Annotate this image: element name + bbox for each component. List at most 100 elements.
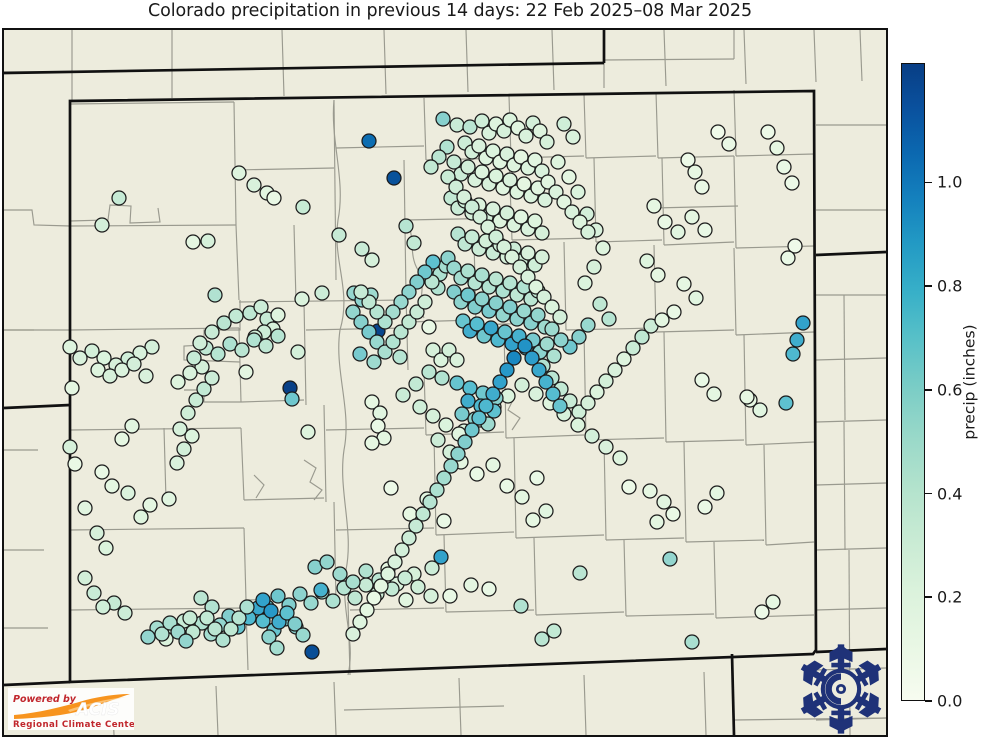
page-title: Colorado precipitation in previous 14 da…	[147, 1, 752, 21]
precip-station-marker	[454, 406, 470, 422]
precip-station-marker	[253, 299, 269, 315]
precip-station-marker	[654, 312, 670, 328]
precip-station-marker	[684, 634, 700, 650]
precip-station-marker	[448, 179, 464, 195]
precip-station-marker	[584, 428, 600, 444]
precip-station-marker	[117, 605, 133, 621]
precip-station-marker	[485, 457, 501, 473]
precip-station-marker	[398, 218, 414, 234]
precip-station-marker	[401, 284, 417, 300]
precip-station-marker	[471, 138, 487, 154]
precip-station-marker	[464, 229, 480, 245]
precip-station-marker	[538, 503, 554, 519]
precip-station-marker	[662, 551, 678, 567]
precip-station-marker	[270, 307, 286, 323]
precip-station-marker	[204, 370, 220, 386]
colorbar-tick-label: 0.0	[937, 691, 963, 711]
acis-logo-svg: Powered by ACIS Regional Climate Centers	[8, 688, 134, 730]
map-canvas[interactable]	[2, 28, 888, 737]
colorbar-tick-label: 1.0	[937, 172, 963, 192]
precip-station-marker	[506, 350, 522, 366]
precip-station-marker	[462, 380, 478, 396]
precip-station-marker	[192, 335, 208, 351]
precip-station-marker	[386, 170, 402, 186]
precip-station-marker	[255, 592, 271, 608]
precip-station-marker	[77, 500, 93, 516]
precip-station-marker	[529, 470, 545, 486]
precip-station-marker	[120, 485, 136, 501]
precip-station-marker	[102, 368, 118, 384]
precip-station-marker	[534, 225, 550, 241]
precip-station-marker	[565, 129, 581, 145]
precip-station-marker	[377, 344, 393, 360]
precip-station-marker	[436, 470, 452, 486]
precip-station-marker	[234, 342, 250, 358]
precip-station-marker	[556, 194, 572, 210]
precip-station-marker	[592, 296, 608, 312]
precip-station-marker	[464, 422, 480, 438]
precip-station-marker	[295, 627, 311, 643]
precip-station-marker	[530, 307, 546, 323]
precip-station-marker	[778, 395, 794, 411]
precip-station-marker	[572, 565, 588, 581]
precip-station-marker	[516, 176, 532, 192]
precip-station-marker	[361, 294, 377, 310]
precip-station-marker	[361, 133, 377, 149]
precip-station-marker	[353, 284, 369, 300]
precip-station-marker	[169, 455, 185, 471]
precip-station-marker	[392, 349, 408, 365]
precip-station-marker	[423, 588, 439, 604]
precip-station-marker	[684, 209, 700, 225]
precip-station-marker	[485, 386, 501, 402]
precip-station-marker	[780, 250, 796, 266]
precip-station-marker	[795, 315, 811, 331]
precip-station-marker	[207, 621, 223, 637]
precip-station-marker	[352, 346, 368, 362]
precip-station-marker	[514, 377, 530, 393]
acis-logo[interactable]: Powered by ACIS Regional Climate Centers	[8, 688, 134, 730]
precip-station-marker	[721, 136, 737, 152]
precip-station-marker	[377, 314, 393, 330]
precip-station-marker	[496, 239, 512, 255]
precip-station-marker	[380, 566, 396, 582]
precip-station-marker	[223, 621, 239, 637]
precip-station-marker	[539, 336, 555, 352]
precip-station-marker	[550, 154, 566, 170]
precip-station-marker	[417, 294, 433, 310]
precip-station-marker	[665, 506, 681, 522]
precip-station-marker	[210, 346, 226, 362]
precip-station-marker	[395, 387, 411, 403]
precip-station-marker	[429, 482, 445, 498]
precip-station-marker	[760, 124, 776, 140]
precip-station-marker	[415, 506, 431, 522]
precip-station-marker	[789, 332, 805, 348]
precip-station-marker	[170, 374, 186, 390]
precip-station-marker	[499, 205, 515, 221]
precip-station-marker	[540, 174, 556, 190]
precip-station-marker	[580, 395, 596, 411]
colorbar-axis-label-text: precip (inches)	[961, 324, 979, 440]
precip-station-marker	[261, 629, 277, 645]
precip-station-marker	[186, 350, 202, 366]
precip-station-marker	[534, 249, 550, 265]
precip-station-marker	[561, 169, 577, 185]
precip-station-marker	[347, 590, 363, 606]
precip-station-marker	[172, 421, 188, 437]
precip-station-marker	[710, 124, 726, 140]
precip-station-marker	[425, 254, 441, 270]
precip-station-marker	[246, 332, 262, 348]
precip-station-marker	[474, 291, 490, 307]
precip-station-marker	[538, 374, 554, 390]
precip-station-marker	[408, 518, 424, 534]
precip-station-marker	[353, 314, 369, 330]
precip-station-marker	[513, 598, 529, 614]
precip-station-marker	[752, 402, 768, 418]
precip-station-marker	[319, 554, 335, 570]
precip-station-marker	[246, 177, 262, 193]
precip-station-marker	[532, 123, 548, 139]
precip-station-marker	[785, 346, 801, 362]
precip-station-marker	[294, 291, 310, 307]
precip-station-marker	[238, 364, 254, 380]
acis-swoosh	[14, 694, 130, 719]
precip-station-marker	[387, 554, 403, 570]
